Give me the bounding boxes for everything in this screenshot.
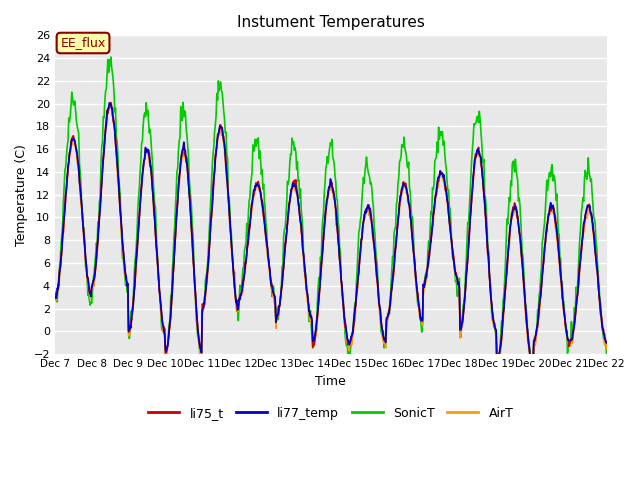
li77_temp [51, 295, 59, 301]
SonicT [603, 353, 611, 359]
li77_temp [529, 362, 537, 368]
Y-axis label: Temperature (C): Temperature (C) [15, 144, 28, 246]
AirT [118, 240, 126, 246]
li75_t [204, 265, 211, 271]
AirT [204, 273, 211, 279]
SonicT [415, 303, 422, 309]
li77_temp [61, 206, 68, 212]
AirT [493, 367, 500, 373]
AirT [175, 185, 182, 191]
li75_t [118, 239, 126, 244]
li77_temp [118, 240, 126, 245]
X-axis label: Time: Time [316, 374, 346, 387]
li77_temp [415, 301, 422, 307]
Line: SonicT: SonicT [55, 57, 607, 375]
Text: EE_flux: EE_flux [60, 36, 106, 49]
AirT [399, 188, 406, 194]
SonicT [107, 54, 115, 60]
SonicT [204, 260, 211, 266]
Line: li77_temp: li77_temp [55, 103, 607, 365]
SonicT [493, 372, 500, 378]
li75_t [415, 302, 422, 308]
AirT [603, 346, 611, 351]
li75_t [399, 185, 406, 191]
SonicT [51, 288, 59, 294]
AirT [106, 101, 114, 107]
AirT [51, 298, 59, 303]
li75_t [527, 364, 535, 370]
AirT [61, 207, 68, 213]
li77_temp [603, 340, 611, 346]
li75_t [603, 340, 611, 346]
li75_t [61, 205, 68, 211]
SonicT [118, 255, 126, 261]
Line: AirT: AirT [55, 104, 607, 370]
li77_temp [106, 100, 113, 106]
SonicT [175, 147, 182, 153]
SonicT [61, 168, 68, 173]
li77_temp [204, 268, 211, 274]
SonicT [399, 143, 406, 148]
li75_t [51, 290, 59, 296]
li77_temp [399, 183, 406, 189]
Line: li75_t: li75_t [55, 103, 607, 367]
Legend: li75_t, li77_temp, SonicT, AirT: li75_t, li77_temp, SonicT, AirT [143, 402, 518, 425]
li75_t [175, 186, 182, 192]
li77_temp [175, 182, 182, 188]
Title: Instument Temperatures: Instument Temperatures [237, 15, 425, 30]
li75_t [107, 100, 115, 106]
AirT [415, 302, 422, 308]
